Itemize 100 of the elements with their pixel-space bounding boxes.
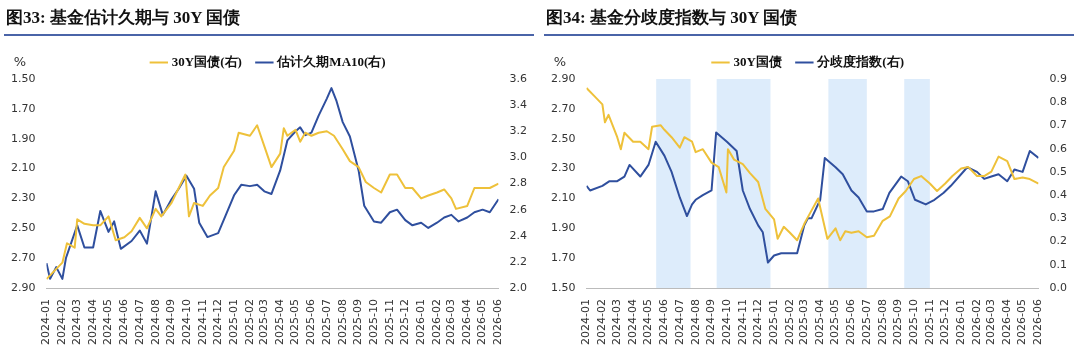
y-tick-label: 2.30 bbox=[550, 161, 576, 175]
x-tick-label: 2025-03 bbox=[797, 299, 811, 346]
x-tick-label: 2025-01 bbox=[226, 299, 240, 346]
x-tick-label: 2024-01 bbox=[579, 299, 593, 346]
y2-tick-label: 2.6 bbox=[509, 202, 528, 216]
y-tick-label: 2.70 bbox=[10, 251, 36, 265]
x-tick-label: 2024-04 bbox=[625, 299, 639, 346]
x-tick-label: 2026-01 bbox=[953, 299, 967, 346]
y2-tick-label: 3.4 bbox=[509, 97, 528, 111]
x-tick-label: 2026-05 bbox=[475, 299, 489, 346]
x-tick-label: 2026-05 bbox=[1015, 299, 1029, 346]
y-tick-label: 2.70 bbox=[550, 101, 576, 115]
x-tick-label: 2024-01 bbox=[39, 299, 53, 346]
y2-tick-label: 0.6 bbox=[1049, 141, 1068, 155]
x-tick-label: 2026-03 bbox=[444, 299, 458, 346]
y2-tick-label: 3.0 bbox=[509, 150, 528, 164]
y-tick-label: 2.50 bbox=[10, 221, 36, 235]
x-tick-label: 2024-04 bbox=[85, 299, 99, 346]
x-tick-label: 2024-11 bbox=[735, 299, 749, 346]
y-tick-label: 1.90 bbox=[550, 221, 576, 235]
x-tick-label: 2025-09 bbox=[351, 299, 365, 346]
y2-tick-label: 2.4 bbox=[509, 228, 528, 242]
y2-tick-label: 2.0 bbox=[509, 280, 528, 294]
x-tick-label: 2026-04 bbox=[460, 299, 474, 346]
chart-title: 图33: 基金估计久期与 30Y 国债 bbox=[4, 0, 534, 36]
x-tick-label: 2024-12 bbox=[211, 299, 225, 346]
x-tick-label: 2025-02 bbox=[242, 299, 256, 346]
x-tick-label: 2024-10 bbox=[179, 299, 193, 346]
y2-tick-label: 2.2 bbox=[509, 254, 528, 268]
y-tick-label: 2.10 bbox=[550, 191, 576, 205]
x-tick-label: 2024-10 bbox=[719, 299, 733, 346]
x-tick-label: 2025-10 bbox=[366, 299, 380, 346]
x-tick-label: 2025-08 bbox=[335, 299, 349, 346]
x-tick-label: 2025-06 bbox=[304, 299, 318, 346]
y-tick-label: 1.90 bbox=[10, 131, 36, 145]
chart-title: 图34: 基金分歧度指数与 30Y 国债 bbox=[544, 0, 1074, 36]
y2-tick-label: 0.4 bbox=[1049, 187, 1068, 201]
x-tick-label: 2026-01 bbox=[413, 299, 427, 346]
y2-tick-label: 0.3 bbox=[1049, 211, 1068, 225]
x-tick-label: 2025-07 bbox=[319, 299, 333, 346]
y-tick-label: 2.90 bbox=[550, 71, 576, 85]
x-tick-label: 2025-01 bbox=[766, 299, 780, 346]
y-tick-label: 1.70 bbox=[550, 251, 576, 265]
y2-tick-label: 0.1 bbox=[1049, 257, 1068, 271]
legend-label: 估计久期MA10(右) bbox=[276, 53, 386, 69]
y-axis-title: % bbox=[553, 53, 567, 69]
y-tick-label: 2.30 bbox=[10, 191, 36, 205]
y2-tick-label: 0.0 bbox=[1049, 280, 1068, 294]
y2-tick-label: 3.2 bbox=[509, 124, 528, 138]
legend-label: 30Y国债(右) bbox=[171, 53, 242, 69]
x-tick-label: 2025-02 bbox=[782, 299, 796, 346]
x-tick-label: 2024-12 bbox=[751, 299, 765, 346]
x-tick-label: 2024-11 bbox=[195, 299, 209, 346]
y-tick-label: 1.70 bbox=[10, 101, 36, 115]
legend-label: 30Y国债 bbox=[733, 53, 782, 69]
x-tick-label: 2025-12 bbox=[938, 299, 952, 346]
y2-tick-label: 0.9 bbox=[1049, 71, 1068, 85]
y2-tick-label: 0.8 bbox=[1049, 95, 1068, 109]
y-tick-label: 2.90 bbox=[10, 280, 36, 294]
x-tick-label: 2024-08 bbox=[688, 299, 702, 346]
x-tick-label: 2026-06 bbox=[1031, 299, 1045, 346]
legend-label: 分歧度指数(右) bbox=[816, 53, 905, 69]
x-tick-label: 2025-05 bbox=[288, 299, 302, 346]
x-tick-label: 2024-02 bbox=[595, 299, 609, 346]
y2-tick-label: 0.5 bbox=[1049, 164, 1068, 178]
x-tick-label: 2026-04 bbox=[1000, 299, 1014, 346]
x-tick-label: 2025-04 bbox=[273, 299, 287, 346]
y-tick-label: 2.10 bbox=[10, 161, 36, 175]
x-tick-label: 2025-07 bbox=[859, 299, 873, 346]
x-tick-label: 2024-07 bbox=[132, 299, 146, 346]
x-tick-label: 2024-03 bbox=[70, 299, 84, 346]
x-tick-label: 2026-03 bbox=[984, 299, 998, 346]
x-tick-label: 2025-04 bbox=[813, 299, 827, 346]
x-tick-label: 2025-09 bbox=[891, 299, 905, 346]
x-tick-label: 2024-08 bbox=[148, 299, 162, 346]
x-tick-label: 2024-03 bbox=[610, 299, 624, 346]
y2-tick-label: 0.2 bbox=[1049, 234, 1068, 248]
x-tick-label: 2025-03 bbox=[257, 299, 271, 346]
x-tick-label: 2025-10 bbox=[906, 299, 920, 346]
x-tick-label: 2024-02 bbox=[55, 299, 69, 346]
x-tick-label: 2024-06 bbox=[657, 299, 671, 346]
x-tick-label: 2024-05 bbox=[101, 299, 115, 346]
y-axis-title: % bbox=[13, 53, 27, 69]
x-tick-label: 2025-08 bbox=[875, 299, 889, 346]
y2-tick-label: 3.6 bbox=[509, 71, 528, 85]
x-tick-label: 2024-09 bbox=[704, 299, 718, 346]
x-tick-label: 2025-12 bbox=[398, 299, 412, 346]
x-tick-label: 2026-02 bbox=[969, 299, 983, 346]
x-tick-label: 2025-11 bbox=[922, 299, 936, 346]
x-tick-label: 2024-09 bbox=[164, 299, 178, 346]
y2-tick-label: 0.7 bbox=[1049, 118, 1068, 132]
x-tick-label: 2026-06 bbox=[491, 299, 505, 346]
y-tick-label: 1.50 bbox=[550, 280, 576, 294]
x-tick-label: 2025-05 bbox=[828, 299, 842, 346]
x-tick-label: 2024-06 bbox=[117, 299, 131, 346]
y-tick-label: 2.50 bbox=[550, 131, 576, 145]
x-tick-label: 2024-05 bbox=[641, 299, 655, 346]
y2-tick-label: 2.8 bbox=[509, 176, 528, 190]
x-tick-label: 2026-02 bbox=[429, 299, 443, 346]
x-tick-label: 2025-06 bbox=[844, 299, 858, 346]
